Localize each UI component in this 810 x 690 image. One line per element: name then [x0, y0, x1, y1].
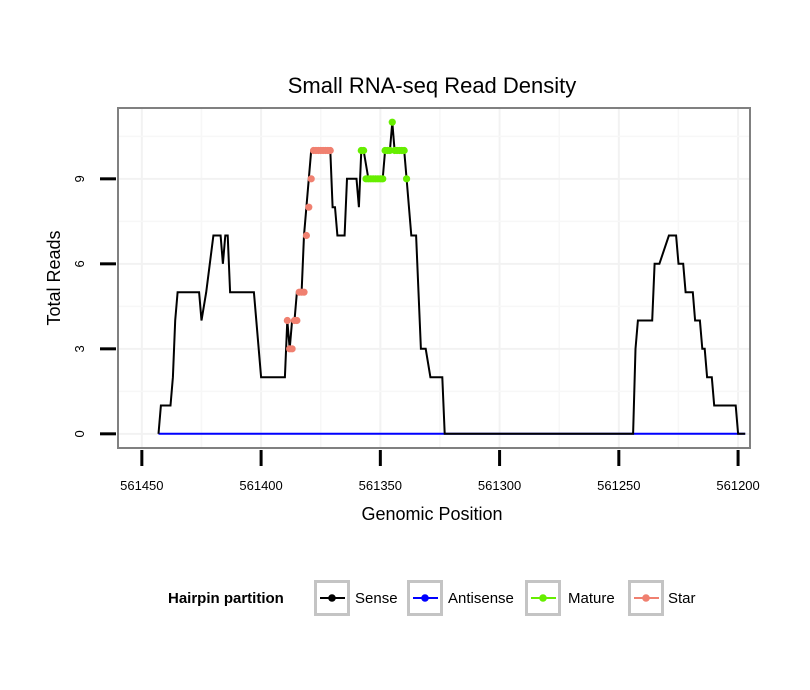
legend: Hairpin partition Sense Antisense Mature St… [168, 580, 696, 616]
star-point [302, 231, 311, 240]
plot-panel [117, 107, 751, 449]
legend-key-point [642, 594, 650, 602]
y-tick-label: 9 [72, 175, 87, 182]
legend-label: Mature [568, 590, 615, 607]
star-point [283, 316, 291, 325]
mature-point [402, 175, 411, 183]
star-point [293, 316, 301, 325]
legend-key-point [539, 594, 547, 602]
star-point [300, 288, 308, 296]
star-point [305, 203, 313, 211]
x-tick-label: 561450 [120, 478, 163, 493]
y-axis: 0 3 6 9 [72, 175, 116, 437]
x-axis: 561450 561400 561350 561300 561250 561200 [120, 450, 760, 493]
star-point [326, 146, 334, 155]
mature-point [360, 146, 368, 155]
x-tick-label: 561400 [239, 478, 282, 493]
legend-label: Star [668, 590, 696, 607]
legend-label: Sense [355, 590, 398, 607]
x-tick-label: 561350 [359, 478, 402, 493]
x-tick-label: 561200 [716, 478, 759, 493]
y-axis-title: Total Reads [44, 230, 64, 325]
legend-key-point [328, 594, 336, 602]
legend-title: Hairpin partition [168, 590, 284, 607]
series-group [157, 118, 746, 435]
legend-item-mature: Mature [525, 580, 615, 616]
legend-item-sense: Sense [314, 580, 398, 616]
legend-item-star: Star [628, 580, 696, 616]
x-axis-title: Genomic Position [361, 504, 502, 524]
legend-label: Antisense [448, 590, 514, 607]
x-tick-label: 561250 [597, 478, 640, 493]
star-point [307, 175, 315, 183]
y-tick-label: 6 [72, 260, 87, 267]
sense-line [157, 122, 746, 435]
chart-title: Small RNA-seq Read Density [288, 73, 577, 98]
star-point [288, 345, 296, 353]
legend-key-point [421, 594, 429, 602]
y-tick-label: 3 [72, 345, 87, 352]
legend-item-antisense: Antisense [407, 580, 514, 616]
mature-point [379, 175, 387, 183]
mature-point [388, 118, 396, 126]
y-tick-label: 0 [72, 430, 87, 437]
mature-point [400, 146, 408, 155]
x-tick-label: 561300 [478, 478, 521, 493]
